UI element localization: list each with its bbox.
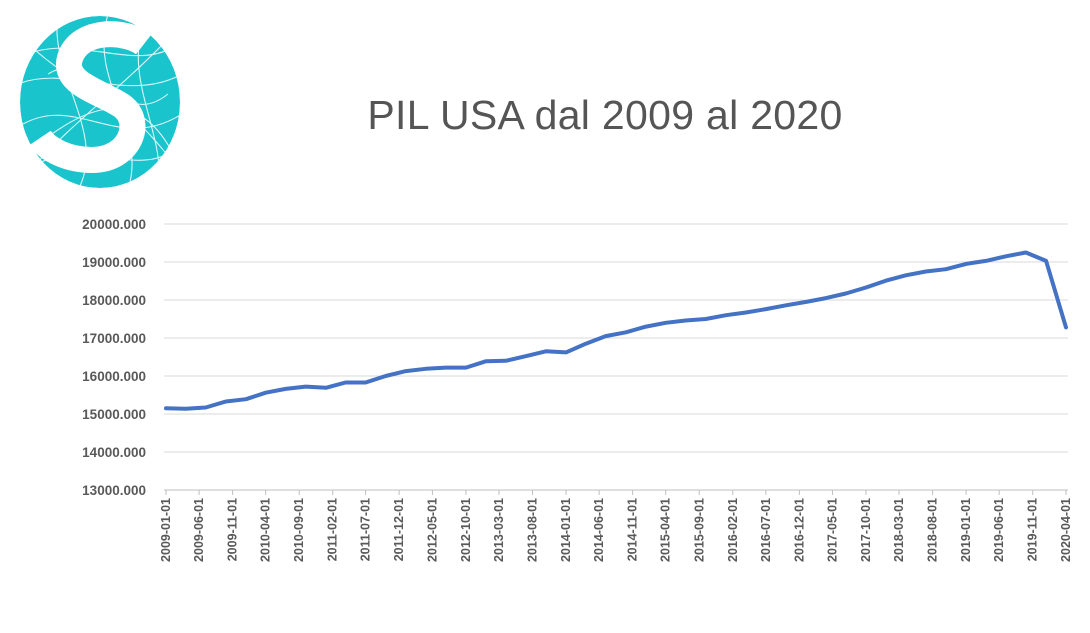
x-tick-label: 2015-09-01	[692, 498, 706, 562]
y-tick-label: 16000.000	[82, 369, 146, 384]
x-tick-label: 2020-04-01	[1059, 498, 1073, 562]
logo-icon	[20, 16, 180, 188]
y-tick-label: 17000.000	[82, 331, 146, 346]
x-tick-label: 2011-12-01	[392, 498, 406, 561]
x-tick-label: 2010-04-01	[259, 498, 273, 562]
x-tick-label: 2013-08-01	[526, 498, 540, 562]
x-tick-label: 2016-02-01	[726, 498, 740, 562]
y-tick-label: 20000.000	[82, 217, 146, 232]
x-tick-label: 2018-08-01	[926, 498, 940, 562]
x-tick-label: 2017-05-01	[825, 498, 839, 562]
x-tick-label: 2014-01-01	[559, 498, 573, 562]
x-tick-label: 2016-12-01	[792, 498, 806, 562]
gdp-series-line	[164, 250, 1068, 411]
x-tick-label: 2012-05-01	[425, 498, 439, 562]
x-tick-label: 2015-04-01	[659, 498, 673, 562]
y-tick-label: 18000.000	[82, 293, 146, 308]
x-tick-label: 2009-11-01	[226, 498, 240, 561]
y-tick-label: 15000.000	[82, 407, 146, 422]
x-tick-label: 2009-01-01	[159, 498, 173, 562]
grid-lines	[164, 223, 1068, 453]
y-tick-label: 14000.000	[82, 445, 146, 460]
x-axis-tick-marks	[165, 490, 1067, 495]
x-tick-label: 2017-10-01	[859, 498, 873, 562]
x-tick-label: 2012-10-01	[459, 498, 473, 562]
x-tick-label: 2019-11-01	[1026, 498, 1040, 561]
x-axis-ticks: 2009-01-01 2009-06-01 2009-11-01 2010-04-01…	[159, 498, 1073, 562]
x-tick-label: 2014-11-01	[626, 498, 640, 561]
y-axis-ticks: 20000.000 19000.000 18000.000 17000.000 1600…	[82, 217, 146, 498]
x-tick-label: 2013-03-01	[492, 498, 506, 562]
chart-title: PIL USA dal 2009 al 2020	[367, 92, 843, 138]
x-tick-label: 2011-02-01	[326, 498, 340, 561]
x-tick-label: 2019-06-01	[992, 498, 1006, 562]
x-tick-label: 2010-09-01	[292, 498, 306, 562]
x-tick-label: 2009-06-01	[192, 498, 206, 562]
x-tick-label: 2016-07-01	[759, 498, 773, 562]
x-tick-label: 2019-01-01	[959, 498, 973, 562]
y-tick-label: 13000.000	[82, 483, 146, 498]
y-tick-label: 19000.000	[82, 255, 146, 270]
x-tick-label: 2011-07-01	[359, 498, 373, 561]
x-tick-label: 2018-03-01	[892, 498, 906, 562]
x-tick-label: 2014-06-01	[592, 498, 606, 562]
